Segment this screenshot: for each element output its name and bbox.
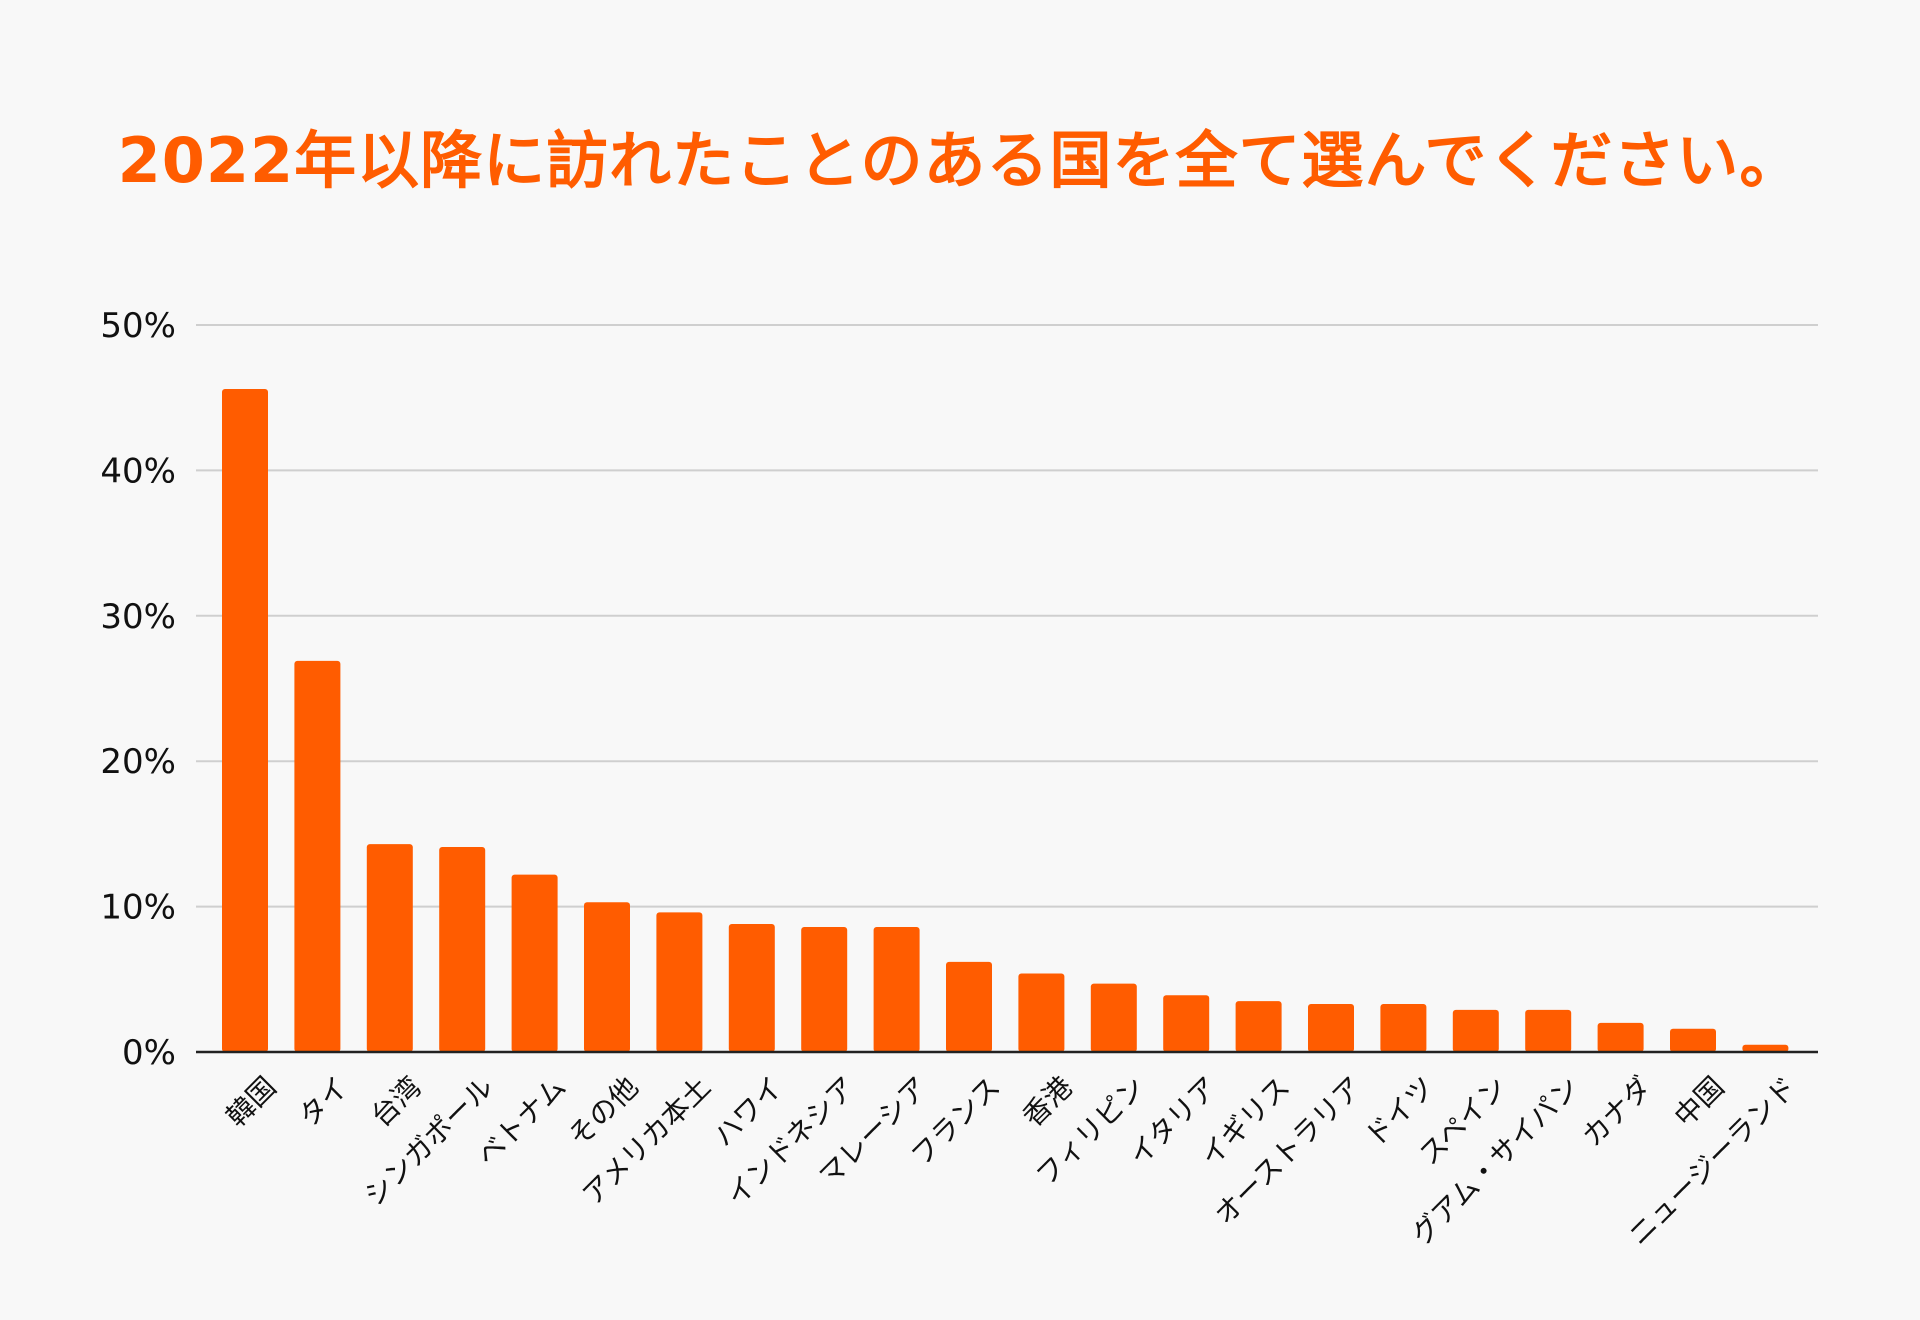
bar	[1380, 1004, 1427, 1052]
y-tick-label: 20%	[100, 742, 176, 782]
bar	[728, 924, 775, 1052]
bar	[873, 926, 920, 1052]
bar	[1308, 1004, 1354, 1052]
y-tick-label: 10%	[100, 888, 176, 928]
bar	[584, 902, 630, 1052]
bar	[1597, 1022, 1644, 1052]
bars	[222, 388, 1789, 1052]
bar	[511, 874, 558, 1052]
x-tick-label: カナダ	[1576, 1070, 1659, 1153]
bar	[439, 846, 486, 1052]
bar	[1163, 995, 1210, 1052]
y-axis-tick-labels: 0% 10% 20% 30% 40% 50%	[100, 306, 176, 1073]
bar	[1742, 1044, 1789, 1052]
bar	[294, 660, 341, 1052]
y-tick-label: 50%	[100, 306, 176, 346]
x-axis-tick-labels: 韓国 タイ 台湾シンガポールベトナムその他アメリカ本土ハワイインドネシアマレーシアフ…	[220, 1070, 1803, 1251]
bar	[366, 844, 413, 1052]
bar	[222, 388, 268, 1052]
x-tick-label: 中国	[1668, 1070, 1731, 1133]
gridlines	[196, 324, 1818, 908]
bar	[1452, 1009, 1499, 1052]
bar	[1525, 1009, 1572, 1052]
bar	[801, 926, 848, 1052]
x-tick-label: 香港	[1016, 1070, 1079, 1133]
bar	[656, 912, 703, 1052]
y-tick-label: 0%	[122, 1033, 176, 1073]
chart-title: 2022年以降に訪れたことのある国を全て選んでください。	[117, 124, 1803, 197]
bar	[1670, 1028, 1716, 1052]
x-tick-label: 台湾	[365, 1070, 428, 1133]
x-tick-label: タイ	[292, 1070, 355, 1133]
y-tick-label: 30%	[100, 597, 176, 637]
bar	[1235, 1001, 1282, 1052]
x-tick-label: 韓国	[220, 1070, 283, 1133]
bar	[1090, 983, 1137, 1052]
bar	[1018, 973, 1065, 1052]
bar	[946, 961, 992, 1052]
y-tick-label: 40%	[100, 451, 176, 491]
